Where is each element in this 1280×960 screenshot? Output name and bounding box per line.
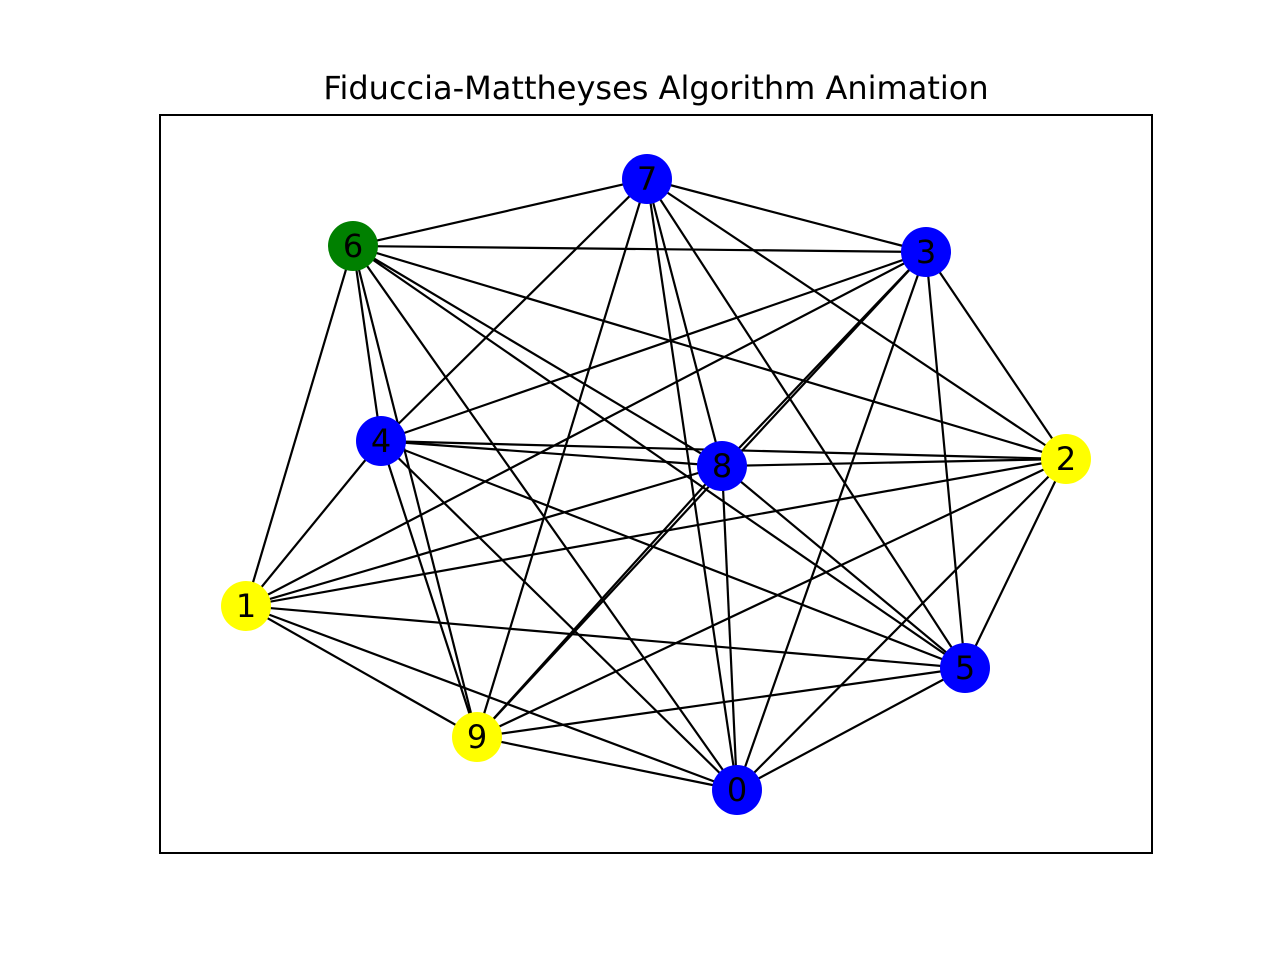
node-label-7: 7 — [637, 160, 657, 198]
edge-0-5 — [736, 667, 966, 791]
node-circle-8 — [697, 441, 747, 491]
edge-8-5 — [721, 465, 966, 669]
edge-3-5 — [924, 251, 967, 669]
node-label-5: 5 — [955, 649, 975, 687]
edge-3-0 — [735, 251, 928, 791]
edge-6-2 — [352, 244, 1067, 461]
edge-6-3 — [352, 244, 927, 254]
edge-9-0 — [476, 735, 738, 792]
edge-7-3 — [646, 177, 927, 254]
node-label-6: 6 — [343, 227, 363, 265]
node-3: 3 — [901, 227, 951, 277]
edge-6-5 — [352, 245, 966, 669]
edge-2-1 — [245, 457, 1067, 608]
edge-7-4 — [380, 178, 648, 442]
node-2: 2 — [1041, 434, 1091, 484]
node-label-1: 1 — [236, 587, 256, 625]
axes-frame — [159, 114, 1153, 854]
node-1: 1 — [221, 581, 271, 631]
node-circle-4 — [356, 416, 406, 466]
edge-3-2 — [925, 251, 1067, 460]
edge-4-8 — [380, 439, 723, 468]
edge-7-2 — [646, 178, 1067, 460]
edge-7-5 — [646, 178, 966, 669]
edge-6-1 — [244, 245, 355, 607]
node-4: 4 — [356, 416, 406, 466]
node-circle-2 — [1041, 434, 1091, 484]
edge-8-1 — [245, 464, 723, 608]
edge-2-0 — [736, 458, 1067, 791]
node-label-9: 9 — [467, 718, 487, 756]
node-6: 6 — [328, 221, 378, 271]
node-label-3: 3 — [916, 233, 936, 271]
node-label-4: 4 — [371, 422, 391, 460]
edge-8-9 — [476, 465, 723, 738]
node-circle-0 — [712, 765, 762, 815]
figure-title: Fiduccia-Mattheyses Algorithm Animation — [323, 69, 988, 107]
edge-6-7 — [352, 177, 648, 248]
node-circle-1 — [221, 581, 271, 631]
node-circle-6 — [328, 221, 378, 271]
edges-layer — [244, 177, 1067, 792]
edge-4-0 — [380, 440, 738, 791]
node-8: 8 — [697, 441, 747, 491]
node-label-2: 2 — [1056, 440, 1076, 478]
node-7: 7 — [622, 154, 672, 204]
edge-2-9 — [476, 458, 1067, 738]
node-circle-5 — [940, 643, 990, 693]
edge-7-0 — [645, 178, 739, 791]
edge-3-4 — [380, 250, 927, 443]
edge-1-5 — [245, 604, 966, 670]
edge-1-9 — [245, 605, 478, 738]
edge-4-5 — [380, 439, 966, 670]
edge-8-2 — [721, 457, 1067, 468]
edge-6-4 — [351, 245, 383, 442]
node-label-8: 8 — [712, 447, 732, 485]
node-circle-3 — [901, 227, 951, 277]
edge-6-9 — [351, 245, 479, 738]
node-circle-7 — [622, 154, 672, 204]
node-0: 0 — [712, 765, 762, 815]
node-5: 5 — [940, 643, 990, 693]
edge-6-8 — [352, 245, 723, 467]
edge-9-5 — [476, 666, 966, 739]
edge-2-5 — [964, 458, 1067, 669]
edge-4-1 — [245, 440, 382, 607]
node-label-0: 0 — [727, 771, 747, 809]
edge-7-9 — [475, 178, 649, 738]
edge-3-1 — [245, 251, 927, 607]
node-circle-9 — [452, 712, 502, 762]
node-9: 9 — [452, 712, 502, 762]
edge-1-0 — [245, 604, 738, 792]
nodes-layer: 0 1 2 3 4 5 6 7 8 9 — [221, 154, 1091, 815]
edge-3-9 — [476, 251, 927, 738]
edge-7-8 — [645, 178, 724, 467]
